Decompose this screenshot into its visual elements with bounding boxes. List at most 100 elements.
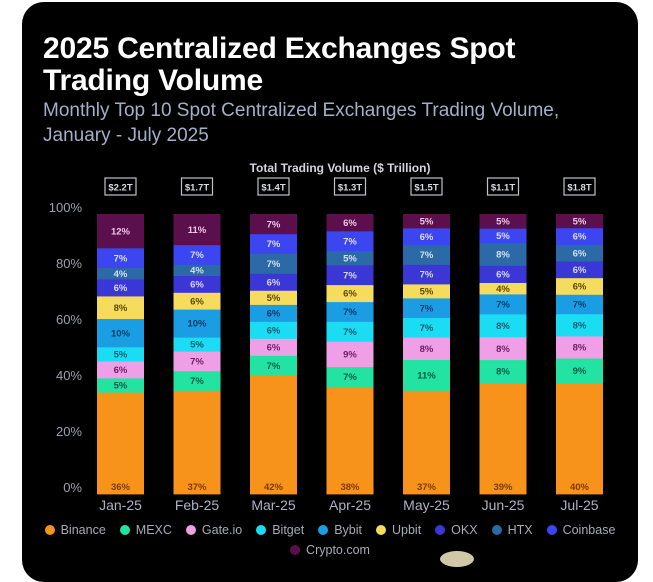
bar-segment-binance <box>479 382 527 495</box>
bar-segment-gate-io <box>173 351 221 372</box>
bar-segment-bitget <box>556 313 603 337</box>
y-tick-label: 100% <box>49 200 83 215</box>
bar-segment-mexc <box>479 359 527 383</box>
bar-segment-bitget <box>326 321 374 342</box>
bar-segment-htx <box>403 244 450 265</box>
bar-segment-okx <box>556 261 603 279</box>
bar-segment-okx <box>97 279 144 297</box>
total-volume-box <box>104 177 137 196</box>
legend-item: Binance <box>44 523 106 537</box>
y-tick-label: 60% <box>56 312 82 327</box>
data-label: 5% <box>496 231 510 242</box>
bar-segment-htx <box>173 264 221 276</box>
bar-segment-coinbase <box>173 244 221 265</box>
bar-segment-binance <box>97 392 144 495</box>
bar-segment-binance <box>326 386 374 495</box>
data-label: 4% <box>190 266 204 277</box>
data-label: 7% <box>343 307 357 318</box>
bar-segment-okx <box>326 264 374 286</box>
bar-segment-bitget <box>173 337 221 352</box>
legend-item: Bybit <box>318 523 362 537</box>
bar-segment-crypto-com <box>97 214 144 249</box>
total-volume-box <box>486 177 520 196</box>
legend-color-dot-icon <box>119 525 130 535</box>
total-volume-label: $2.2T <box>108 183 132 194</box>
y-tick-label: 0% <box>63 480 82 495</box>
total-volume-box <box>563 177 596 196</box>
legend-item: HTX <box>491 523 533 537</box>
bar-segment-crypto-com <box>403 214 450 229</box>
bar-segment-gate-io <box>326 341 374 368</box>
bar-segment-coinbase <box>479 228 527 243</box>
total-volume-label: $1.1T <box>491 183 515 194</box>
legend-item: OKX <box>435 523 478 537</box>
data-label: 37% <box>417 482 437 493</box>
total-volume-label: $1.7T <box>185 183 209 194</box>
data-label: 5% <box>343 253 357 264</box>
data-label: 6% <box>573 282 587 293</box>
data-label: 12% <box>111 226 131 237</box>
stacked-bar-chart: 0% 20% 40% 60% 80% 100% $2.2T 36% 5% 6% 5% 10% 8% 6% 4… <box>49 177 603 513</box>
data-label: 6% <box>267 277 281 288</box>
bar-segment-gate-io <box>479 336 527 361</box>
bar-segment-mexc <box>250 355 297 376</box>
legend-color-dot-icon <box>491 525 502 535</box>
x-tick-label: Feb-25 <box>175 497 220 513</box>
legend-label: Bitget <box>272 523 305 537</box>
bar-segment-htx <box>556 244 603 262</box>
data-label: 6% <box>496 270 510 281</box>
total-volume-box <box>257 177 290 196</box>
bar-segment-bybit <box>250 304 297 322</box>
data-label: 7% <box>267 361 281 372</box>
bar-segment-bybit <box>479 294 527 315</box>
bar-segment-upbit <box>250 290 297 305</box>
data-label: 7% <box>343 327 357 338</box>
bar-segment-okx <box>250 273 297 291</box>
bar-segment-htx <box>326 250 374 266</box>
data-label: 5% <box>573 216 587 227</box>
legend-item: Bitget <box>256 523 304 537</box>
bar-segment-bybit <box>326 301 374 322</box>
bar-segment-mexc <box>403 359 450 391</box>
bar-segment-binance <box>173 390 221 495</box>
legend-row: Binance MEXC Gate.io Bitget Bybit Upbit OKX HTX… <box>40 520 620 540</box>
data-label: 39% <box>493 482 513 493</box>
legend-label: Coinbase <box>562 523 616 537</box>
total-volume-label: $1.4T <box>261 183 285 194</box>
data-label: 7% <box>267 259 281 270</box>
total-volume-box <box>180 177 214 196</box>
bar-segment-gate-io <box>403 337 450 360</box>
bar-segment-upbit <box>326 284 374 303</box>
data-label: 36% <box>111 482 131 493</box>
data-label: 9% <box>573 366 587 377</box>
data-label: 8% <box>496 367 510 378</box>
data-label: 5% <box>420 217 434 228</box>
data-label: 5% <box>496 217 510 228</box>
legend-item: MEXC <box>119 523 172 537</box>
data-label: 10% <box>187 319 207 330</box>
bar-segment-htx <box>250 253 297 274</box>
legend-label: MEXC <box>135 523 172 537</box>
bar-segment-binance <box>556 383 603 495</box>
data-label: 6% <box>343 289 357 300</box>
legend-label: Crypto.com <box>306 543 370 557</box>
bar-segment-coinbase <box>403 228 450 246</box>
bar-segment-okx <box>173 275 221 293</box>
bar-segment-crypto-com <box>250 214 297 235</box>
bar-segment-bybit <box>556 294 603 315</box>
data-label: 4% <box>114 269 128 280</box>
bar-segment-okx <box>403 264 450 285</box>
bar-segment-mexc <box>97 378 144 393</box>
data-label: 7% <box>267 239 281 250</box>
data-label: 38% <box>340 482 360 493</box>
legend-label: HTX <box>507 523 533 537</box>
chart-title: 2025 Centralized Exchanges Spot Trading … <box>43 32 516 97</box>
data-label: 6% <box>573 232 587 243</box>
data-label: 11% <box>188 225 207 236</box>
data-label: 37% <box>187 482 207 493</box>
legend-color-dot-icon <box>44 525 55 535</box>
data-label: 5% <box>114 381 128 392</box>
chart-subtitle: Monthly Top 10 Spot Centralized Exchange… <box>43 100 560 146</box>
data-label: 4% <box>496 284 510 295</box>
bar-segment-crypto-com <box>326 214 374 232</box>
